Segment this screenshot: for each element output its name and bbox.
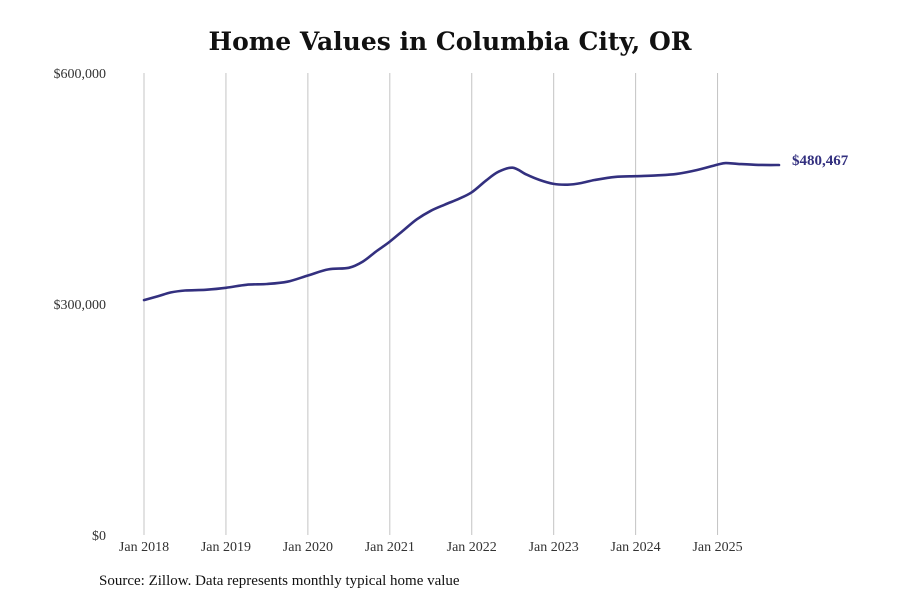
grid-layer bbox=[143, 73, 719, 535]
source-note: Source: Zillow. Data represents monthly … bbox=[99, 573, 460, 589]
y-tick-label: $0 bbox=[92, 529, 106, 544]
series-layer: $480,467 bbox=[142, 153, 849, 302]
x-tick-label: Jan 2018 bbox=[119, 540, 169, 555]
x-tick-label: Jan 2023 bbox=[529, 540, 579, 555]
end-value-label: $480,467 bbox=[792, 153, 849, 169]
y-tick-label: $600,000 bbox=[54, 67, 107, 82]
x-tick-label: Jan 2022 bbox=[447, 540, 497, 555]
chart-title: Home Values in Columbia City, OR bbox=[208, 27, 692, 56]
y-tick-label: $300,000 bbox=[54, 298, 107, 313]
x-tick-label: Jan 2019 bbox=[201, 540, 251, 555]
x-axis-ticks: Jan 2018 Jan 2019 Jan 2020 Jan 2021 Jan 2022… bbox=[119, 540, 743, 555]
x-tick-label: Jan 2021 bbox=[365, 540, 415, 555]
x-tick-label: Jan 2020 bbox=[283, 540, 333, 555]
x-tick-label: Jan 2025 bbox=[692, 540, 742, 555]
series-line-0 bbox=[142, 161, 781, 302]
y-axis-ticks: $0 $300,000 $600,000 bbox=[54, 67, 107, 544]
x-tick-label: Jan 2024 bbox=[611, 540, 661, 555]
